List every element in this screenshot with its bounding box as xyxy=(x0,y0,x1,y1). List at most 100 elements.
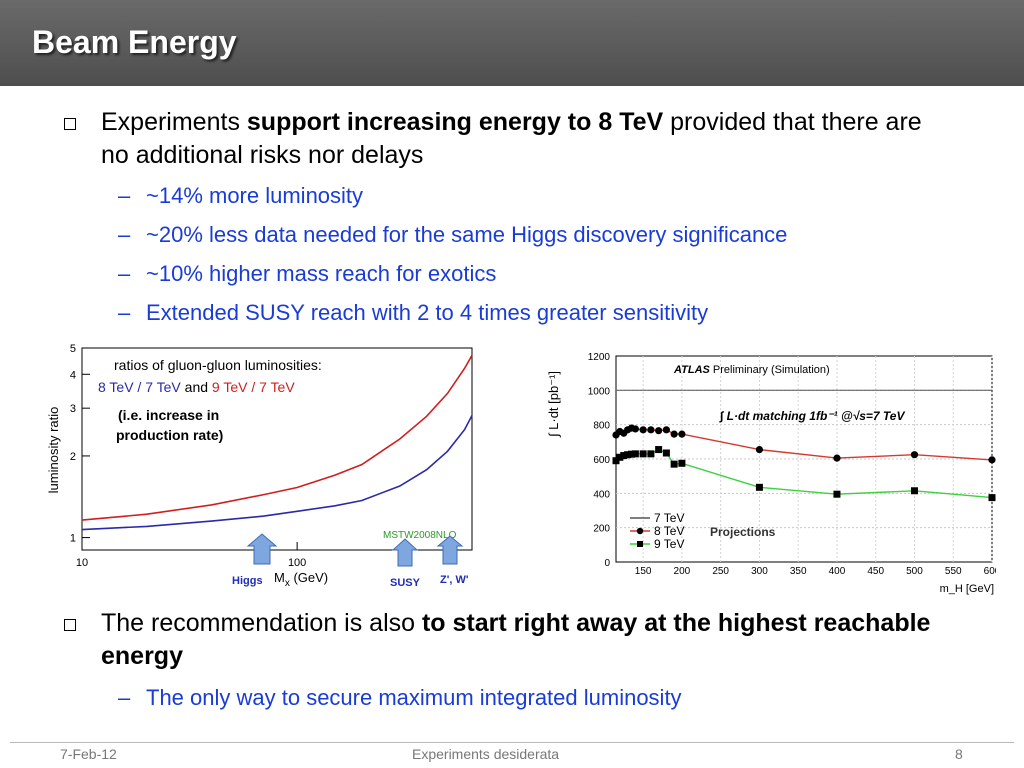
dash-icon: – xyxy=(118,261,131,286)
bullet1-suffix: provided that there are no additional ri… xyxy=(101,108,922,169)
x-tick-label: 550 xyxy=(945,566,962,577)
annotation-line4: production rate) xyxy=(116,427,223,443)
y-axis-label: ∫ L·dt [pb⁻¹] xyxy=(546,371,561,438)
atlas-subtitle: Preliminary (Simulation) xyxy=(710,364,830,376)
legend-marker xyxy=(637,541,643,547)
footer-page-number: 8 xyxy=(955,746,963,762)
dash-icon: – xyxy=(118,222,131,247)
data-point-9tev xyxy=(655,446,663,454)
data-point-9tev xyxy=(620,452,628,460)
x-tick-label: 200 xyxy=(674,566,691,577)
data-point-9tev xyxy=(678,459,686,467)
zw-arrow-icon xyxy=(436,535,464,565)
legend-marker xyxy=(636,527,644,535)
y-tick-label: 1 xyxy=(70,533,76,545)
x-tick-label: 600 xyxy=(984,566,996,577)
bullet2-prefix: The recommendation is also xyxy=(101,609,422,637)
slide-title: Beam Energy xyxy=(32,24,237,60)
data-point-9tev xyxy=(612,457,620,465)
data-point-8tev xyxy=(639,426,647,434)
footer-date: 7-Feb-12 xyxy=(60,746,117,762)
x-axis-label: Mx (GeV) xyxy=(274,570,328,589)
y-tick-label: 3 xyxy=(70,403,76,415)
series-line-8-over-7 xyxy=(81,415,473,531)
data-point-8tev xyxy=(910,451,919,459)
dash-icon: – xyxy=(118,183,131,208)
data-point-8tev xyxy=(647,426,655,434)
footer-title: Experiments desiderata xyxy=(412,746,560,762)
y-tick-label: 4 xyxy=(70,369,76,381)
sub-bullet-text: ~20% less data needed for the same Higgs… xyxy=(146,222,788,247)
annotation-line2: 8 TeV / 7 TeV and 9 TeV / 7 TeV xyxy=(98,379,295,395)
title-bar: Beam Energy xyxy=(0,0,1024,86)
luminosity-ratio-figure: 1 2 3 4 5 10 100 luminosity ratio ratios of gl… xyxy=(40,340,480,596)
x-tick-label: 500 xyxy=(906,566,923,577)
x-tick-label: 100 xyxy=(288,557,306,569)
y-tick-label: 200 xyxy=(593,524,610,535)
annotation-line3: (i.e. increase in xyxy=(118,407,219,423)
luminosity-ratio-chart: 1 2 3 4 5 10 100 luminosity ratio ratios of gl… xyxy=(46,343,473,589)
data-point-8tev xyxy=(631,425,639,433)
legend-label: 9 TeV xyxy=(654,537,684,551)
atlas-lumi-chart: 0 200 400 600 800 1000 1200 150 200 250 300 350 400 4… xyxy=(546,352,1001,595)
data-point-9tev xyxy=(755,483,763,491)
sub-bullet-text: ~10% higher mass reach for exotics xyxy=(146,261,497,286)
y-axis-label: luminosity ratio xyxy=(46,407,61,494)
y-tick-label: 1000 xyxy=(588,386,611,397)
x-axis-label: m_H [GeV] xyxy=(940,583,994,595)
sub-bullet-integrated-lumi: – The only way to secure maximum integrat… xyxy=(118,684,682,712)
sub-bullet-text: ~14% more luminosity xyxy=(146,183,364,208)
annotation-9-7: 9 TeV / 7 TeV xyxy=(212,379,295,395)
annotation-8-7: 8 TeV / 7 TeV xyxy=(98,379,181,395)
data-point-9tev xyxy=(639,450,647,458)
data-point-9tev xyxy=(631,450,639,458)
sub-bullet-text: The only way to secure maximum integrate… xyxy=(146,685,682,710)
data-point-9tev xyxy=(616,453,624,461)
data-point-9tev xyxy=(662,449,670,457)
x-axis-label-unit: (GeV) xyxy=(290,570,328,585)
atlas-title: ATLAS Preliminary (Simulation) xyxy=(673,364,830,376)
data-point-9tev xyxy=(670,460,678,468)
x-tick-label: 350 xyxy=(790,566,807,577)
susy-arrow-icon xyxy=(391,538,419,567)
legend-label: 7 TeV xyxy=(654,511,684,525)
dash-icon: – xyxy=(118,685,131,710)
x-axis-label-sub: x xyxy=(285,578,290,589)
atlas-annotation: ∫ L·dt matching 1fb⁻¹ @√s=7 TeV xyxy=(719,409,905,423)
sub-bullet-higgs: – ~20% less data needed for the same Higg… xyxy=(118,221,787,249)
data-point-8tev xyxy=(670,430,678,438)
data-point-9tev xyxy=(624,451,632,459)
bullet1-prefix: Experiments xyxy=(101,108,247,136)
data-point-8tev xyxy=(655,427,663,435)
data-point-8tev xyxy=(678,430,686,438)
legend-projections: Projections xyxy=(710,525,776,539)
dash-icon: – xyxy=(118,300,131,325)
legend-label: 8 TeV xyxy=(654,524,684,538)
y-tick-label: 400 xyxy=(593,489,610,500)
zw-label: Z', W' xyxy=(440,574,469,586)
bullet1-bold: support increasing energy to 8 TeV xyxy=(246,108,664,136)
y-tick-label: 0 xyxy=(604,558,610,569)
data-point-9tev xyxy=(988,494,996,502)
higgs-arrow-icon xyxy=(246,533,278,565)
bullet-support-8tev: Experiments support increasing energy to… xyxy=(64,106,944,172)
data-point-8tev xyxy=(833,454,841,462)
atlas-lumi-figure: 0 200 400 600 800 1000 1200 150 200 250 300 350 400 4… xyxy=(540,346,1001,602)
y-tick-label: 600 xyxy=(593,455,610,466)
susy-label: SUSY xyxy=(390,577,421,589)
data-point-8tev xyxy=(662,426,670,434)
series-line-9-over-7 xyxy=(81,354,473,521)
sub-bullet-text: Extended SUSY reach with 2 to 4 times gr… xyxy=(146,300,709,325)
annotation-and: and xyxy=(181,379,212,395)
y-tick-label: 800 xyxy=(593,421,610,432)
mstw-label: MSTW2008NLO xyxy=(383,530,457,541)
data-point-8tev xyxy=(988,456,996,464)
data-point-8tev xyxy=(755,445,764,454)
sub-bullet-luminosity: – ~14% more luminosity xyxy=(118,182,363,210)
y-tick-label: 2 xyxy=(70,451,76,463)
data-point-9tev xyxy=(833,490,841,498)
higgs-label: Higgs xyxy=(232,575,263,587)
bullet2-bold: to start right away at the highest reach… xyxy=(101,609,931,670)
x-tick-label: 150 xyxy=(635,566,652,577)
sub-bullet-exotics: – ~10% higher mass reach for exotics xyxy=(118,260,496,288)
